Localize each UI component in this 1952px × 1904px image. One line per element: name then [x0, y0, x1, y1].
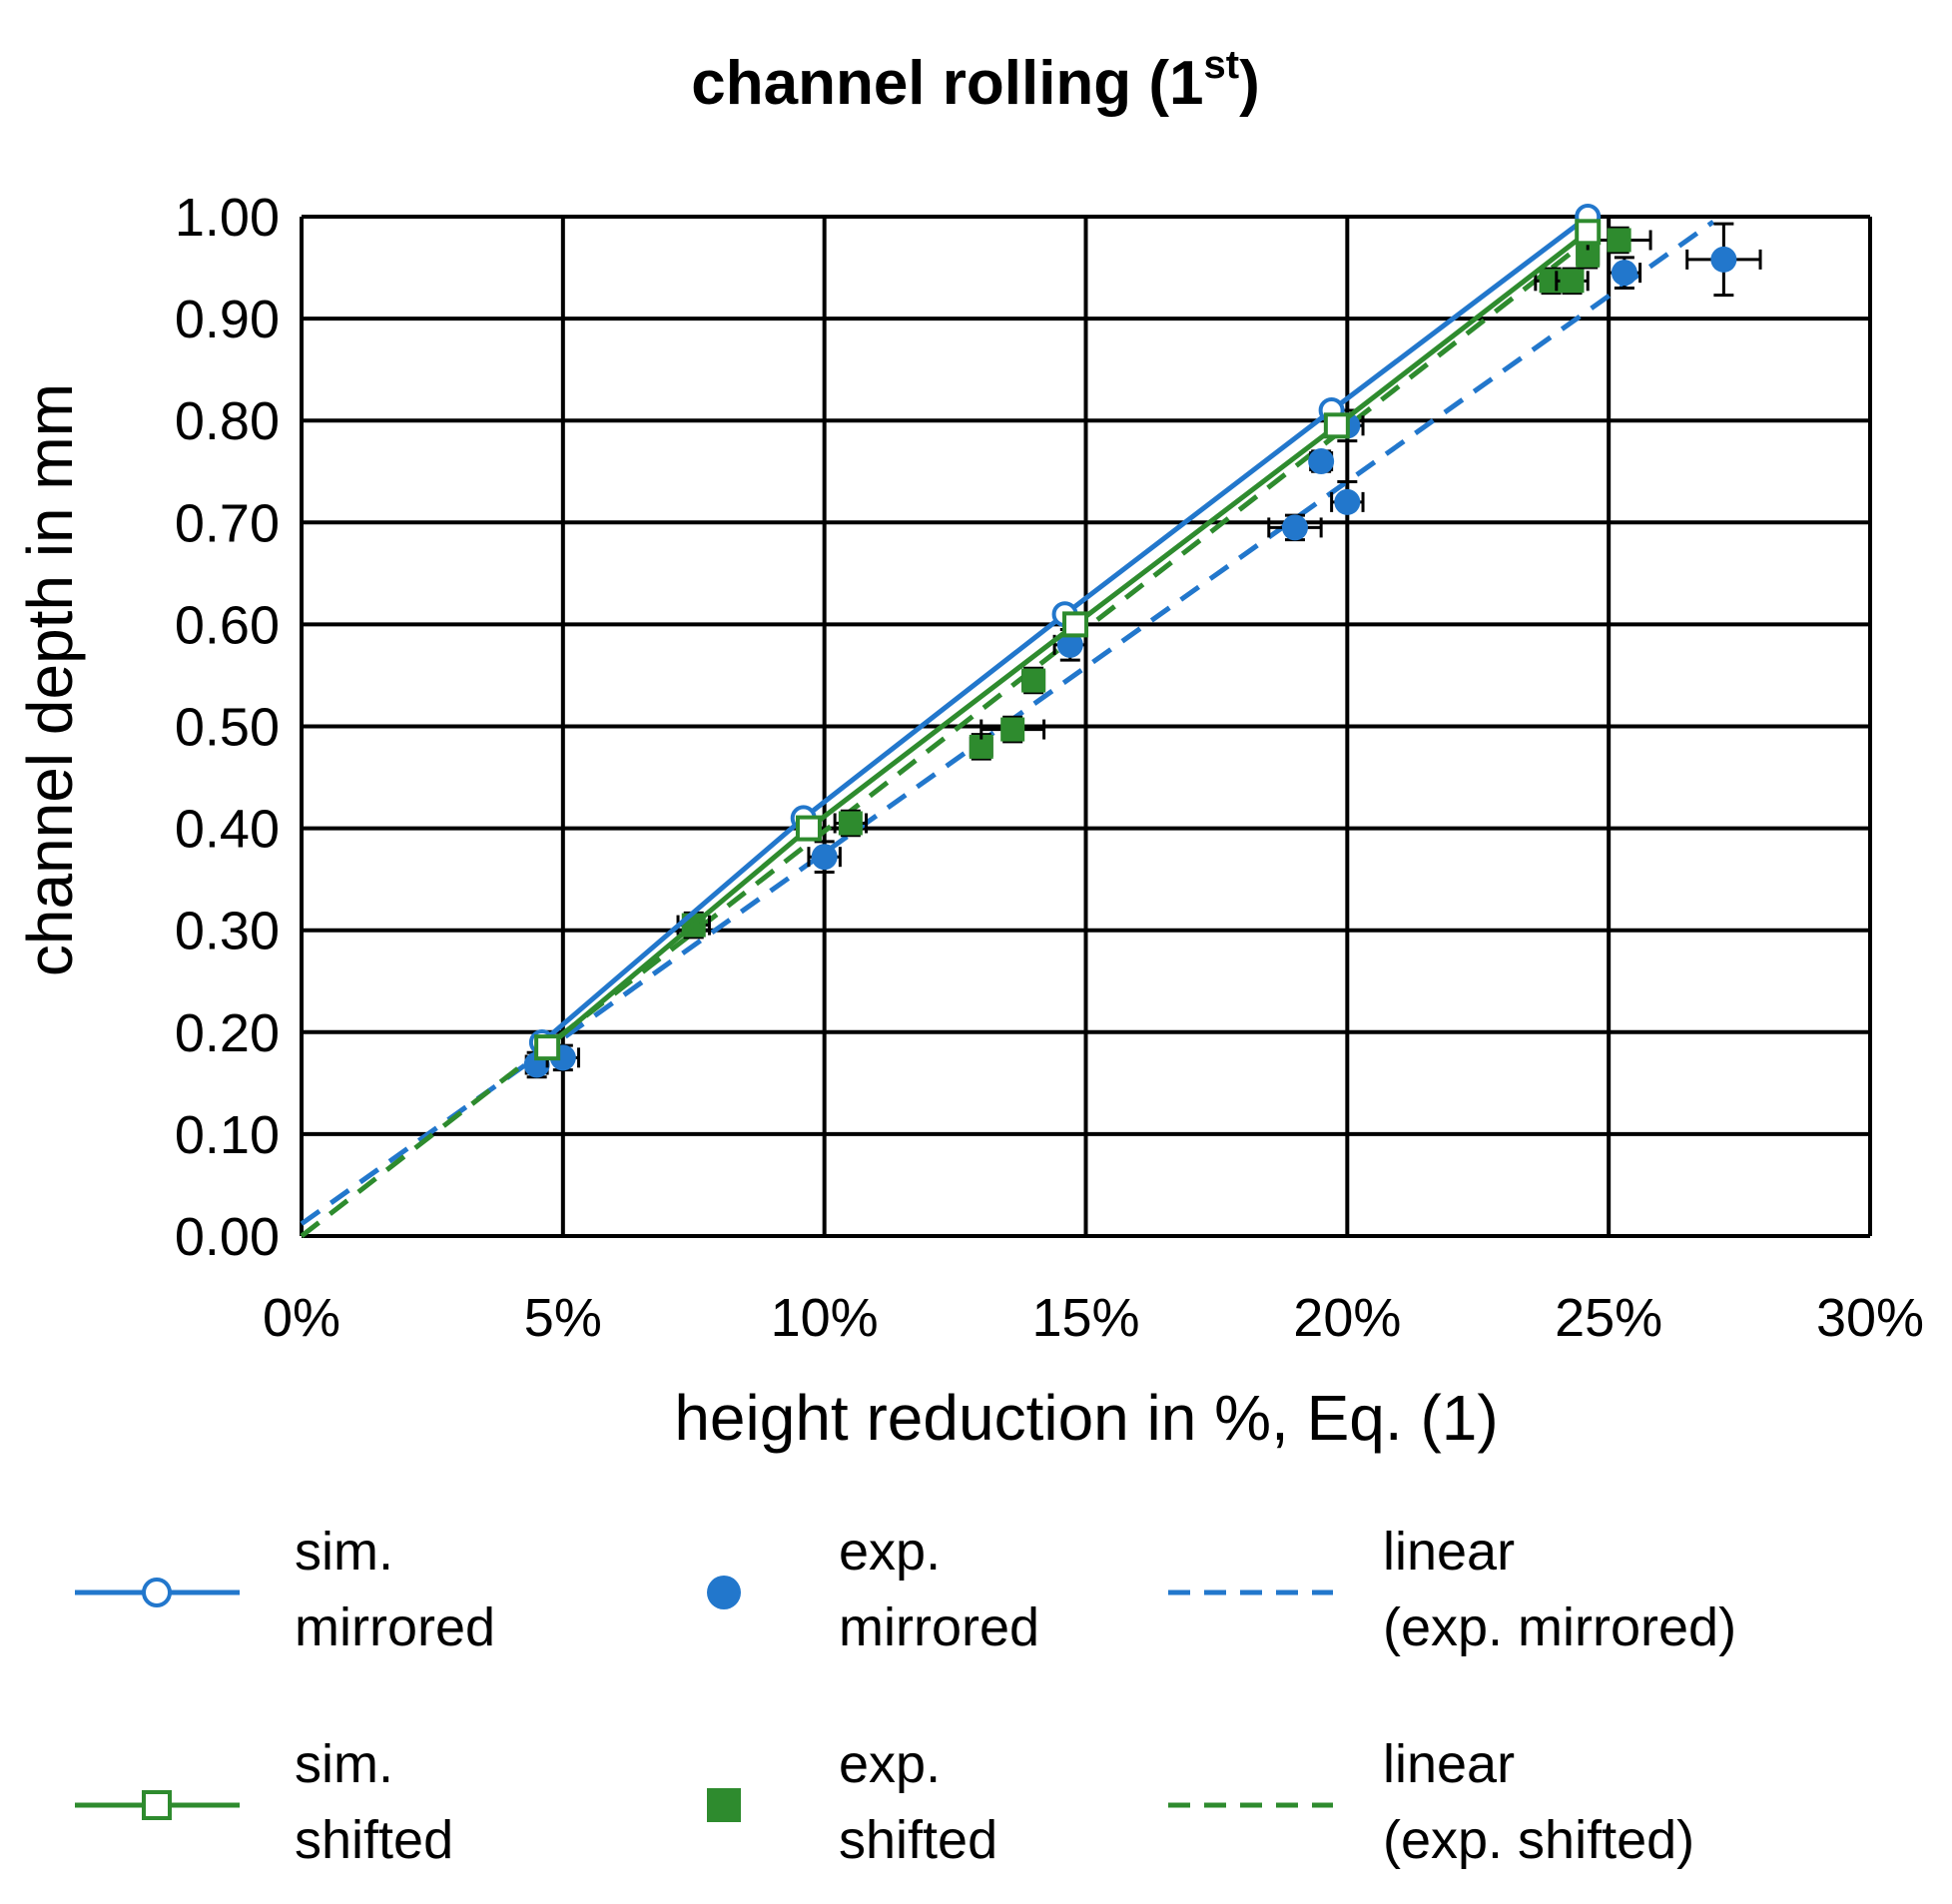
legend: sim. mirrored exp. mirrored linear (exp. mirr… — [75, 1522, 1736, 1870]
tick-labels: 0% 5% 10% 15% 20% 25% 30% 0.00 0.10 0.20 0.30 0.40 0… — [175, 188, 1924, 1348]
x-tick-label: 0% — [263, 1288, 340, 1348]
y-tick-label: 0.40 — [175, 800, 280, 860]
legend-label-line: exp. — [839, 1522, 941, 1582]
legend-swatch-marker — [142, 1790, 172, 1820]
series-layer — [300, 204, 1762, 1238]
data-point — [1710, 246, 1737, 273]
legend-label: linear (exp. shifted) — [1383, 1734, 1694, 1870]
chart-title: channel rolling (1st) — [691, 43, 1260, 118]
legend-item: linear (exp. mirrored) — [1168, 1522, 1736, 1657]
data-point — [1560, 269, 1585, 294]
series-sim-shifted — [534, 219, 1602, 1061]
legend-label: linear (exp. mirrored) — [1383, 1522, 1736, 1657]
legend-label: sim. mirrored — [295, 1522, 495, 1657]
legend-swatch-marker — [142, 1578, 172, 1607]
legend-item: exp. mirrored — [707, 1522, 1039, 1657]
legend-label-line: linear — [1383, 1734, 1515, 1794]
data-point — [1062, 611, 1089, 638]
legend-label: exp. mirrored — [839, 1522, 1039, 1657]
data-point — [1056, 631, 1083, 658]
legend-label-line: shifted — [295, 1810, 453, 1870]
data-point — [1308, 448, 1335, 475]
legend-swatch-marker — [707, 1576, 741, 1609]
chart-title-main: channel rolling (1 — [691, 49, 1203, 118]
y-tick-label: 0.60 — [175, 595, 280, 655]
legend-label: exp. shifted — [839, 1734, 997, 1870]
legend-swatch-marker — [707, 1788, 741, 1822]
legend-label-line: sim. — [295, 1522, 393, 1582]
y-tick-label: 0.10 — [175, 1105, 280, 1165]
chart-title-suffix: ) — [1239, 49, 1260, 118]
legend-label-line: linear — [1383, 1522, 1515, 1582]
data-point — [1021, 668, 1046, 693]
y-tick-label: 0.20 — [175, 1003, 280, 1063]
data-point — [1281, 514, 1308, 541]
data-point — [1323, 412, 1350, 439]
x-tick-label: 25% — [1555, 1288, 1662, 1348]
x-tick-label: 5% — [524, 1288, 602, 1348]
y-tick-label: 0.30 — [175, 902, 280, 961]
trend-line — [300, 230, 1601, 1238]
y-tick-label: 0.00 — [175, 1207, 280, 1267]
legend-item: exp. shifted — [707, 1734, 997, 1870]
series-exp-shifted — [676, 226, 1652, 940]
data-point — [795, 815, 822, 842]
y-tick-label: 0.50 — [175, 698, 280, 758]
x-tick-label: 15% — [1031, 1288, 1139, 1348]
legend-label-line: (exp. mirrored) — [1383, 1597, 1736, 1657]
data-point — [811, 844, 838, 871]
data-point — [1575, 219, 1602, 246]
legend-label-line: exp. — [839, 1734, 941, 1794]
legend-label-line: mirrored — [295, 1597, 495, 1657]
x-tick-label: 10% — [771, 1288, 879, 1348]
legend-item: sim. mirrored — [75, 1522, 495, 1657]
legend-label-line: mirrored — [839, 1597, 1039, 1657]
x-axis-label: height reduction in %, Eq. (1) — [674, 1382, 1498, 1454]
chart-title-superscript: st — [1204, 43, 1240, 87]
y-axis-label: channel depth in mm — [14, 383, 86, 976]
grid — [300, 215, 1872, 1238]
legend-label: sim. shifted — [295, 1734, 453, 1870]
legend-label-line: sim. — [295, 1734, 393, 1794]
x-tick-label: 30% — [1816, 1288, 1924, 1348]
series-exp-mirrored — [523, 222, 1762, 1079]
data-point — [838, 811, 863, 836]
data-point — [1607, 228, 1631, 253]
data-point — [1334, 488, 1361, 515]
data-point — [1000, 717, 1025, 742]
legend-label-line: (exp. shifted) — [1383, 1810, 1694, 1870]
legend-label-line: shifted — [839, 1810, 997, 1870]
legend-item: sim. shifted — [75, 1734, 453, 1870]
x-tick-label: 20% — [1293, 1288, 1401, 1348]
y-tick-label: 0.70 — [175, 493, 280, 553]
y-tick-label: 1.00 — [175, 188, 280, 248]
legend-item: linear (exp. shifted) — [1168, 1734, 1694, 1870]
data-point — [534, 1034, 561, 1061]
y-tick-label: 0.80 — [175, 391, 280, 451]
data-point — [1611, 260, 1637, 287]
y-tick-label: 0.90 — [175, 290, 280, 349]
series-linear-exp-shifted- — [300, 230, 1601, 1238]
